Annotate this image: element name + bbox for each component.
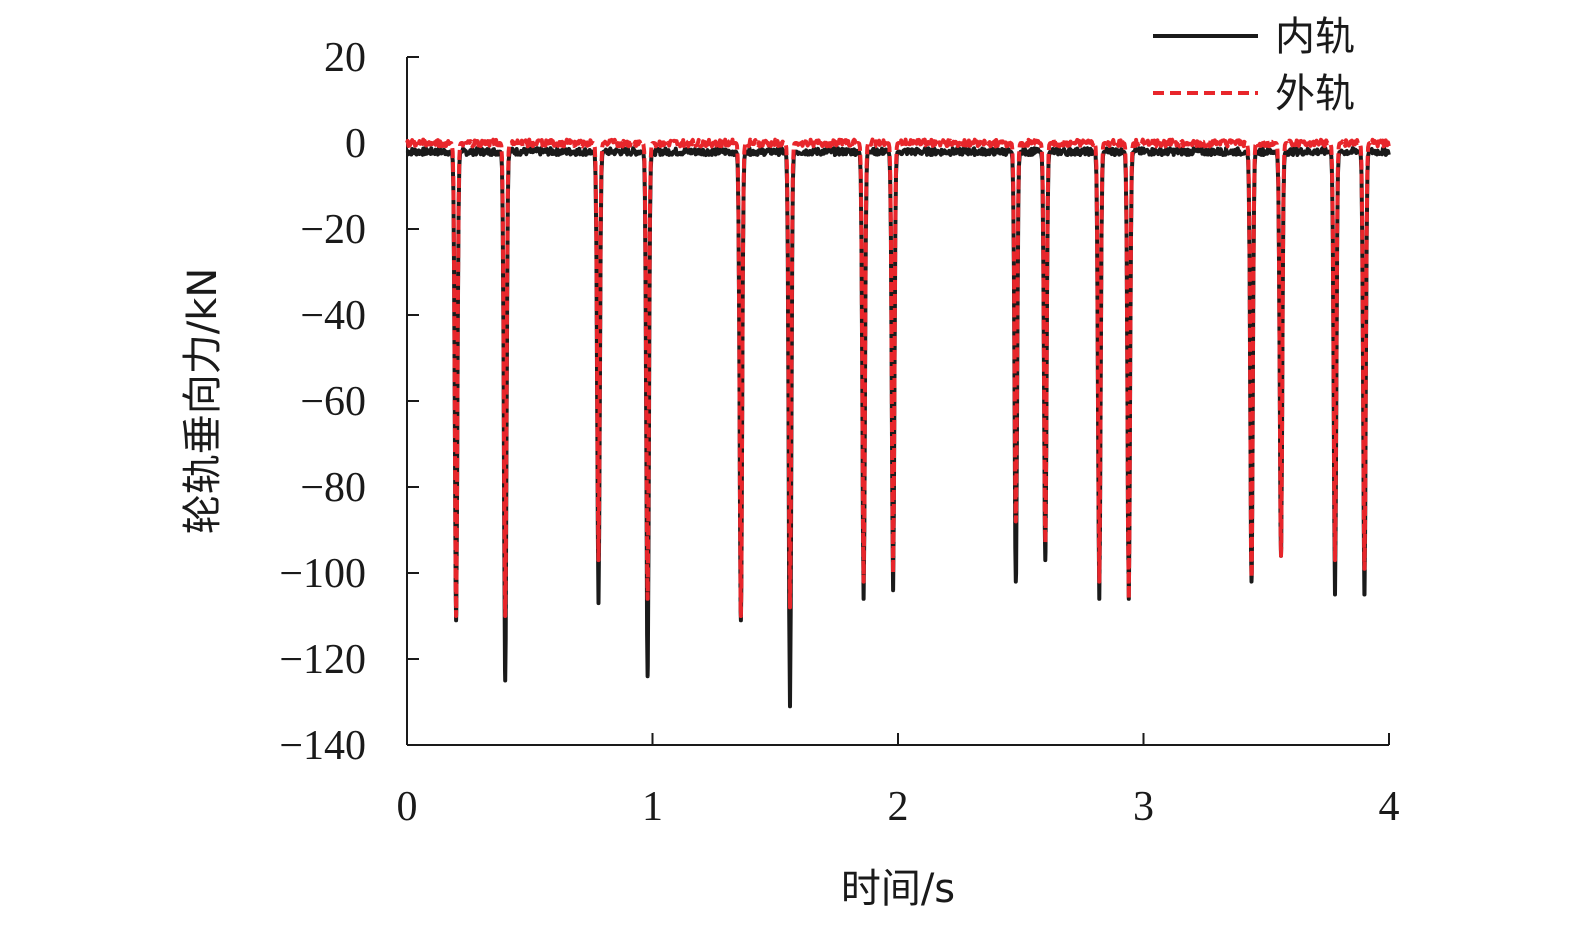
- x-axis-title: 时间/s: [841, 866, 955, 912]
- x-tick-label: 1: [642, 784, 663, 830]
- x-tick-label: 4: [1379, 784, 1400, 830]
- x-tick-label: 2: [888, 784, 909, 830]
- y-tick-label: −120: [279, 637, 366, 683]
- series-inner-line: [405, 146, 1391, 709]
- y-tick-label: −140: [279, 723, 366, 769]
- x-tick-label: 0: [397, 784, 418, 830]
- legend-label-outer: 外轨: [1275, 71, 1355, 117]
- series-layer: [405, 137, 1391, 709]
- y-axis-title: 轮轨垂向力/kN: [180, 268, 226, 535]
- x-tick-label: 3: [1133, 784, 1154, 830]
- y-tick-label: −20: [300, 207, 366, 253]
- y-tick-label: 20: [324, 35, 366, 81]
- axis-ticks: 0 1 2 3 4 20 0 −20 −40 −60 −80 −100 −120 −140: [279, 35, 1399, 830]
- series-outer-line: [405, 137, 1391, 618]
- legend-label-inner: 内轨: [1275, 14, 1355, 60]
- y-tick-label: −60: [300, 379, 366, 425]
- y-tick-label: −40: [300, 293, 366, 339]
- y-tick-label: 0: [345, 121, 366, 167]
- y-tick-label: −80: [300, 465, 366, 511]
- legend: 内轨 外轨: [1153, 14, 1355, 117]
- y-tick-label: −100: [279, 551, 366, 597]
